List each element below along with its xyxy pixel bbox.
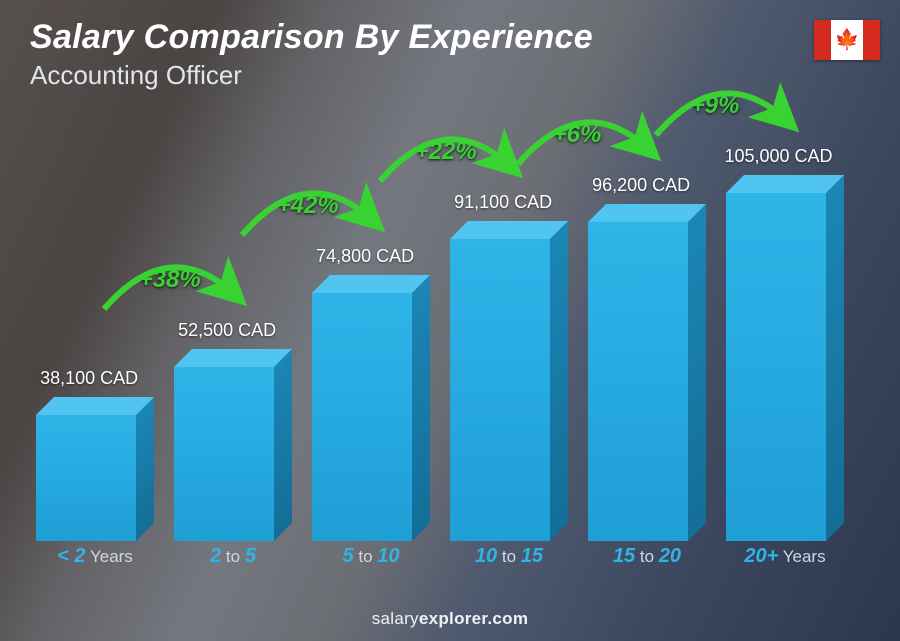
bar-value-label: 52,500 CAD: [178, 320, 276, 341]
bar-side-face: [550, 221, 568, 541]
x-axis-label: < 2 Years: [36, 545, 154, 581]
bar-front-face: [312, 293, 412, 541]
bar-value-label: 105,000 CAD: [724, 146, 832, 167]
x-axis-label: 15 to 20: [588, 545, 706, 581]
salary-bar-chart: 38,100 CAD52,500 CAD+38%74,800 CAD+42%91…: [30, 105, 850, 581]
bar-column: 91,100 CAD+22%: [450, 105, 568, 541]
bar: [450, 239, 568, 541]
bar-side-face: [688, 204, 706, 541]
flag-center: 🍁: [831, 20, 863, 60]
growth-label: +9%: [691, 92, 740, 120]
bar-front-face: [174, 367, 274, 541]
watermark-suffix: explorer.com: [419, 609, 528, 628]
bar-side-face: [412, 275, 430, 541]
bar-top-face: [174, 349, 292, 367]
bar-value-label: 38,100 CAD: [40, 368, 138, 389]
bar: [174, 367, 292, 541]
bar-column: 105,000 CAD+9%: [726, 105, 844, 541]
bar-top-face: [588, 204, 706, 222]
bar-front-face: [36, 415, 136, 541]
bar-side-face: [274, 349, 292, 541]
bar-side-face: [136, 397, 154, 541]
bar-column: 74,800 CAD+42%: [312, 105, 430, 541]
page-title: Salary Comparison By Experience: [30, 18, 593, 57]
bar-top-face: [726, 175, 844, 193]
growth-label: +22%: [415, 138, 477, 166]
growth-label: +38%: [139, 266, 201, 294]
bar-top-face: [36, 397, 154, 415]
x-axis-label: 20+ Years: [726, 545, 844, 581]
flag-band-right: [863, 20, 880, 60]
page-subtitle: Accounting Officer: [30, 60, 242, 91]
bar-column: 38,100 CAD: [36, 105, 154, 541]
bar-front-face: [726, 193, 826, 541]
x-axis: < 2 Years 2 to 5 5 to 10 10 to 15 15 to 20 20…: [30, 545, 850, 581]
bar-value-label: 74,800 CAD: [316, 246, 414, 267]
watermark-prefix: salary: [372, 609, 419, 628]
bar-front-face: [588, 222, 688, 541]
x-axis-label: 5 to 10: [312, 545, 430, 581]
maple-leaf-icon: 🍁: [835, 30, 860, 50]
bar: [588, 222, 706, 541]
bar: [726, 193, 844, 541]
bar-group: 38,100 CAD52,500 CAD+38%74,800 CAD+42%91…: [30, 105, 850, 541]
x-axis-label: 10 to 15: [450, 545, 568, 581]
bar-side-face: [826, 175, 844, 541]
flag-band-left: [814, 20, 831, 60]
bar-value-label: 91,100 CAD: [454, 192, 552, 213]
infographic-stage: Salary Comparison By Experience Accounti…: [0, 0, 900, 641]
bar-column: 96,200 CAD+6%: [588, 105, 706, 541]
watermark: salaryexplorer.com: [0, 609, 900, 629]
growth-label: +6%: [553, 121, 602, 149]
bar-column: 52,500 CAD+38%: [174, 105, 292, 541]
x-axis-label: 2 to 5: [174, 545, 292, 581]
bar-top-face: [312, 275, 430, 293]
country-flag: 🍁: [814, 20, 880, 60]
bar: [312, 293, 430, 541]
bar-value-label: 96,200 CAD: [592, 175, 690, 196]
bar-front-face: [450, 239, 550, 541]
bar-top-face: [450, 221, 568, 239]
bar: [36, 415, 154, 541]
growth-label: +42%: [277, 192, 339, 220]
